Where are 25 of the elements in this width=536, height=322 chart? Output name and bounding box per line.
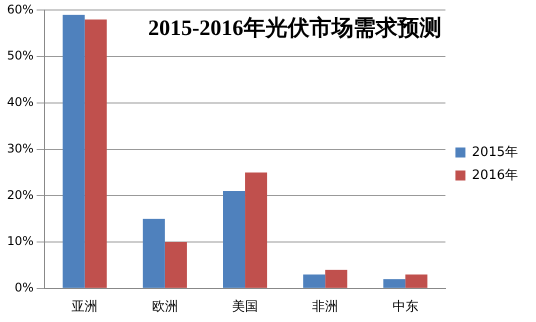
x-tick-label: 非洲: [312, 300, 338, 315]
x-tick-label: 中东: [392, 300, 418, 315]
y-tick-label: 0%: [14, 280, 34, 295]
x-tick-label: 美国: [232, 298, 258, 315]
y-tick-label: 50%: [7, 48, 34, 63]
y-tick-label: 60%: [7, 2, 34, 16]
bar: [383, 279, 406, 288]
y-tick-label: 30%: [7, 141, 34, 156]
bar: [303, 274, 326, 288]
bar: [223, 191, 246, 288]
y-tick-label: 10%: [7, 234, 34, 248]
y-tick-label: 40%: [7, 95, 34, 110]
bar: [245, 172, 268, 288]
bar: [62, 14, 85, 288]
bar: [84, 19, 107, 288]
chart-title: 2015-2016年光伏市场需求预测: [148, 14, 442, 40]
bar: [405, 274, 428, 288]
x-tick-label: 欧洲: [152, 300, 178, 315]
bar: [164, 242, 187, 288]
x-tick-label: 亚洲: [72, 300, 98, 315]
bar: [325, 270, 348, 288]
legend-label: 2016年: [472, 168, 518, 183]
legend-label: 2015年: [472, 144, 518, 160]
y-tick-label: 20%: [7, 188, 34, 202]
bar: [142, 218, 165, 288]
